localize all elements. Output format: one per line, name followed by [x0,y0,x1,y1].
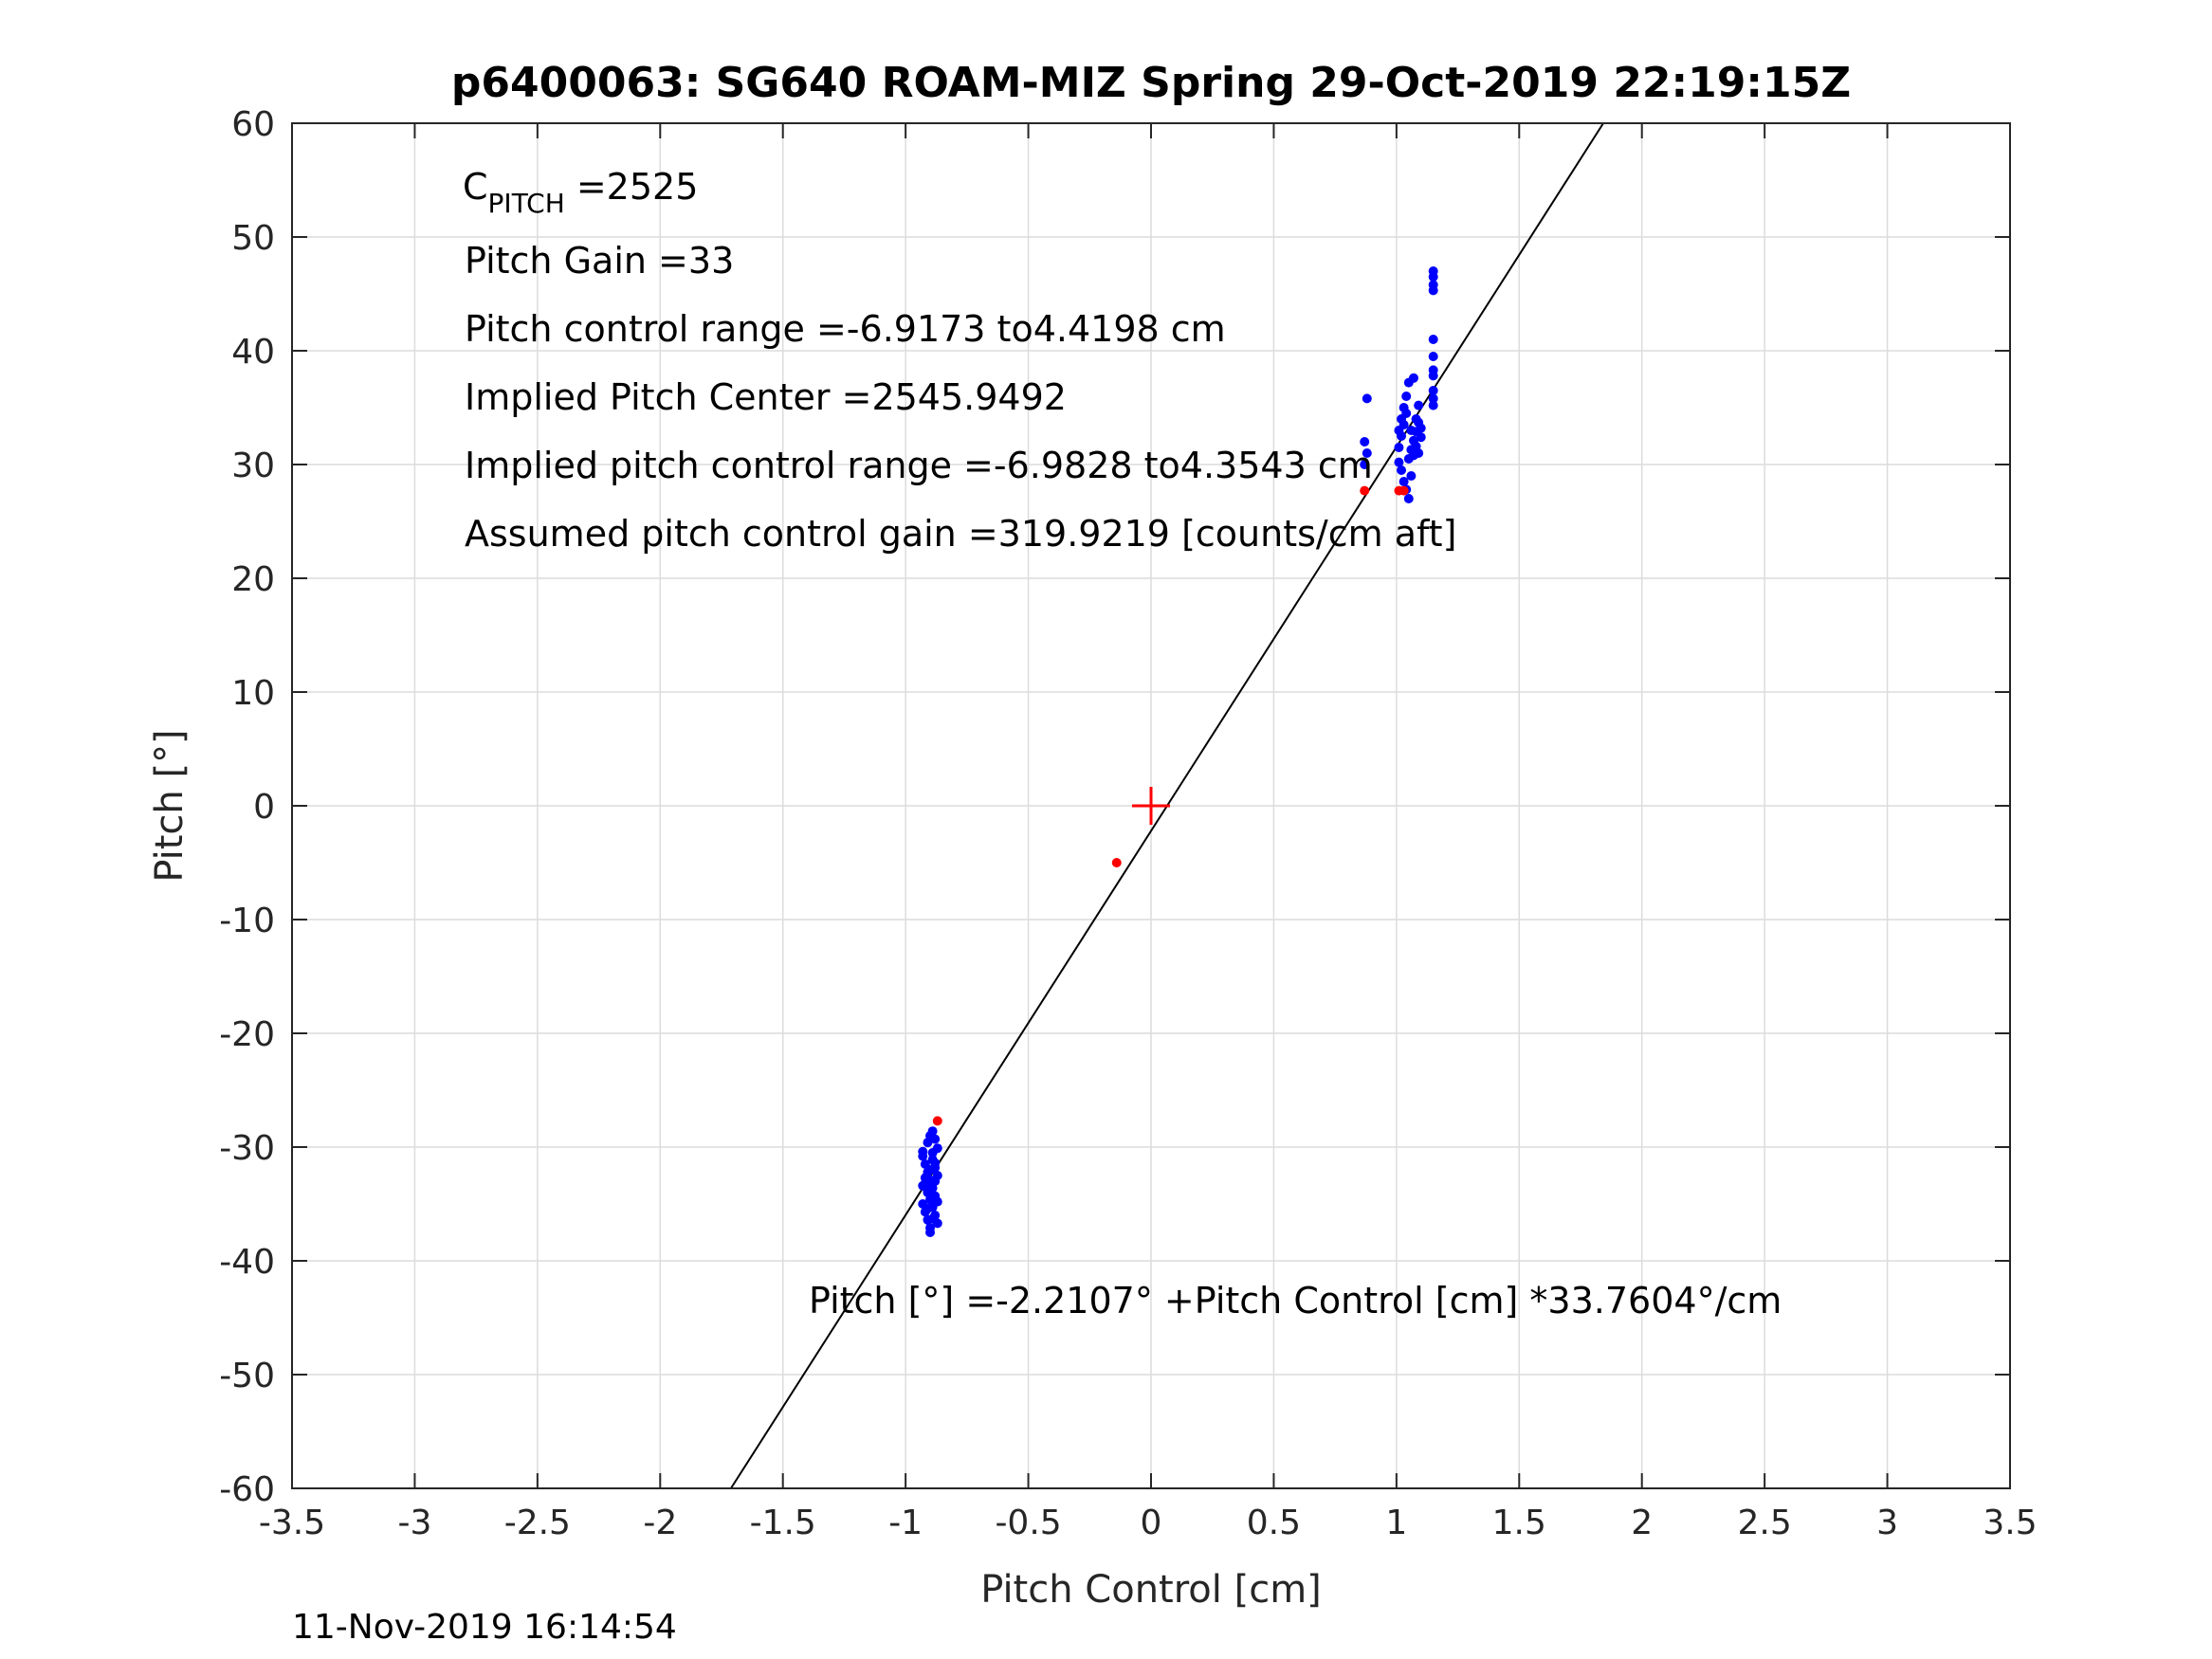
x-tick-label: 2.5 [1738,1504,1792,1542]
data-point-series-0 [918,1146,928,1157]
x-tick-label: -2.5 [504,1504,571,1542]
annot-c-pitch-sub: PITCH [488,188,565,219]
y-tick-label: 50 [231,219,275,258]
data-point-series-0 [1360,437,1370,447]
data-point-series-0 [1428,272,1438,282]
annot-c-pitch: CPITCH =2525 [463,166,698,219]
y-tick-label: 0 [253,788,275,827]
data-point-series-0 [1397,414,1407,424]
y-axis-label: Pitch [°] [148,729,192,882]
data-point-series-0 [1428,386,1438,395]
data-point-series-0 [1360,460,1370,469]
y-tick-label: 20 [231,560,275,599]
data-point-series-0 [918,1180,928,1191]
annot-c-pitch-main: C [463,166,488,208]
data-point-series-0 [925,1228,936,1237]
axis-ticks [291,122,2011,1489]
data-point-series-0 [927,1148,938,1158]
data-point-series-0 [1397,465,1407,475]
chart-title: p6400063: SG640 ROAM-MIZ Spring 29-Oct-2… [451,59,1851,107]
data-point-series-0 [930,1158,941,1168]
data-point-series-0 [1428,393,1438,404]
data-points [918,266,1438,1237]
center-marker [1132,787,1170,825]
x-tick-label: 3 [1876,1504,1898,1542]
plot-area [291,122,2011,1489]
y-tick-label: 40 [231,333,275,372]
data-point-series-0 [920,1173,930,1183]
data-point-series-1 [932,1116,942,1126]
x-tick-labels: -3.5 -3 -2.5 -2 -1.5 -1 -0.5 0 0.5 1 1.5 2 2.5 3 3.5 [259,1504,2038,1542]
data-point-series-0 [1403,494,1414,503]
data-point-series-1 [1398,485,1409,496]
x-tick-label: 2 [1631,1504,1653,1542]
data-point-series-0 [1398,477,1409,486]
y-tick-label: -60 [219,1470,275,1509]
data-point-series-0 [1428,335,1438,344]
y-tick-label: 60 [231,105,275,144]
x-tick-label: -0.5 [995,1504,1061,1542]
data-point-series-0 [930,1176,941,1186]
data-point-series-0 [923,1203,933,1213]
data-point-series-0 [1414,448,1424,458]
data-point-series-1 [1111,858,1122,867]
annot-fit-equation: Pitch [°] =-2.2107° +Pitch Control [cm] … [809,1280,1782,1322]
data-point-series-0 [1406,471,1417,481]
x-tick-label: -1 [888,1504,923,1542]
data-point-series-0 [1408,373,1418,383]
data-point-series-0 [925,1165,936,1175]
data-point-series-0 [1362,448,1372,458]
plot-frame [291,122,2011,1489]
x-tick-label: 0.5 [1247,1504,1301,1542]
y-tick-labels: 60 50 40 30 20 10 0 -10 -20 -30 -40 -50 -60 [219,105,275,1509]
data-point-series-0 [927,1213,938,1224]
data-point-series-0 [1394,426,1404,435]
x-axis-label: Pitch Control [cm] [980,1568,1322,1612]
annotation-block: CPITCH =2525 Pitch Gain =33 Pitch contro… [463,166,1782,1322]
annot-assumed-pitch-control-gain: Assumed pitch control gain =319.9219 [co… [465,513,1456,555]
x-tick-label: -3 [397,1504,431,1542]
y-tick-label: -20 [219,1015,275,1054]
data-point-series-0 [1401,392,1412,401]
data-point-series-0 [1411,414,1421,424]
data-point-series-0 [1428,352,1438,361]
annot-c-pitch-value: =2525 [565,166,699,208]
x-tick-label: 0 [1141,1504,1162,1542]
data-point-series-0 [932,1196,942,1207]
annot-pitch-control-range: Pitch control range =-6.9173 to4.4198 cm [465,308,1226,350]
x-tick-label: 1.5 [1492,1504,1546,1542]
data-point-series-0 [1416,432,1426,443]
y-tick-label: -50 [219,1357,275,1395]
data-point-series-0 [1394,457,1404,467]
data-point-series-0 [1428,371,1438,381]
y-tick-label: 30 [231,447,275,485]
annot-implied-pitch-center: Implied Pitch Center =2545.9492 [465,376,1067,418]
footer-timestamp: 11-Nov-2019 16:14:54 [292,1608,677,1647]
x-tick-label: -1.5 [750,1504,816,1542]
data-point-series-0 [923,1188,933,1197]
data-point-series-0 [1406,426,1417,435]
x-tick-label: -3.5 [259,1504,325,1542]
x-tick-label: -2 [643,1504,677,1542]
data-point-series-0 [1416,423,1426,433]
y-tick-label: 10 [231,674,275,713]
y-tick-label: -30 [219,1129,275,1168]
data-point-series-0 [1428,400,1438,410]
annot-implied-pitch-control-range: Implied pitch control range =-6.9828 to4… [465,445,1373,486]
data-point-series-0 [1394,443,1404,452]
data-point-series-1 [1360,485,1370,496]
data-point-series-0 [1362,393,1372,404]
data-point-series-0 [930,1134,941,1144]
x-tick-label: 1 [1385,1504,1407,1542]
annot-pitch-gain: Pitch Gain =33 [465,240,734,282]
y-tick-label: -40 [219,1243,275,1282]
data-point-series-0 [1398,403,1409,412]
data-point-series-0 [1414,400,1424,410]
y-tick-label: -10 [219,902,275,940]
data-point-series-0 [927,1126,938,1137]
data-point-series-0 [1428,285,1438,296]
x-tick-label: 3.5 [1983,1504,2037,1542]
